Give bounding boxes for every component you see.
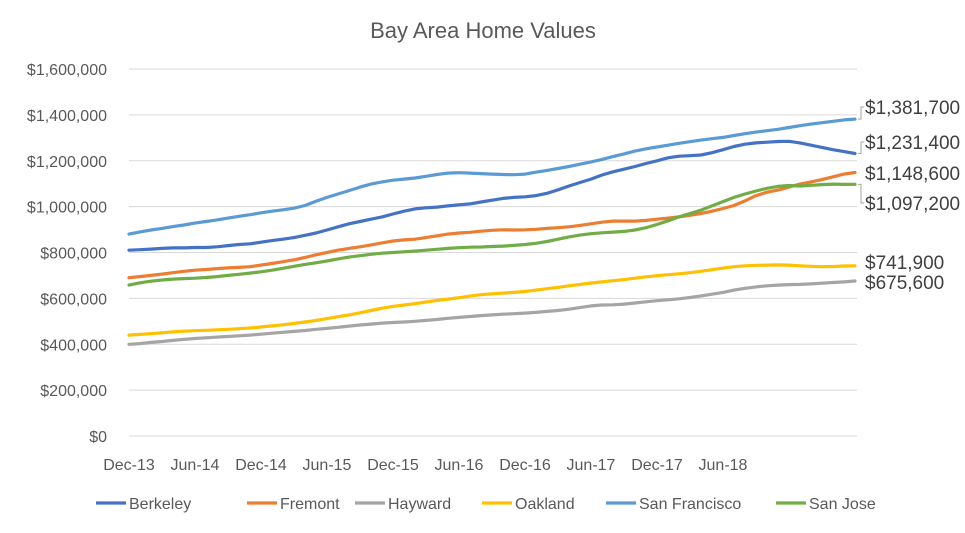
x-tick-label: Dec-16 <box>499 457 551 474</box>
series-line-san-jose <box>127 182 857 287</box>
series-line-berkeley <box>127 139 857 252</box>
end-label-hayward: $675,600 <box>865 273 944 294</box>
end-value-labels: $1,231,400 $1,148,600 $675,600$741,900 $1,3… <box>858 98 960 294</box>
x-tick-label: Jun-18 <box>699 457 748 474</box>
end-label-san-francisco: $1,381,700 <box>865 98 960 119</box>
gridlines <box>129 68 857 437</box>
legend: Berkeley Fremont Hayward Oakland San Francis… <box>96 496 876 513</box>
x-tick-label: Dec-15 <box>367 457 419 474</box>
y-tick-label: $400,000 <box>40 337 107 354</box>
series-line-fremont <box>127 170 857 280</box>
y-tick-label: $1,200,000 <box>27 154 107 171</box>
y-axis-tick-labels: $0 $200,000 $400,000 $600,000 $800,000 $1,000… <box>27 62 107 446</box>
legend-label: Oakland <box>515 496 575 513</box>
y-tick-label: $0 <box>89 429 107 446</box>
x-tick-label: Jun-17 <box>567 457 616 474</box>
end-label-oakland: $741,900 <box>865 253 944 274</box>
y-tick-label: $200,000 <box>40 383 107 400</box>
leader-line <box>858 183 864 204</box>
legend-label: San Jose <box>809 496 876 513</box>
end-label-san-jose: $1,097,200 <box>865 194 960 215</box>
x-tick-label: Dec-14 <box>235 457 287 474</box>
series-line-san-francisco <box>127 117 857 236</box>
y-tick-label: $1,400,000 <box>27 108 107 125</box>
x-tick-label: Dec-13 <box>103 457 155 474</box>
end-label-fremont: $1,148,600 <box>865 164 960 185</box>
legend-label: San Francisco <box>639 496 741 513</box>
y-tick-label: $1,600,000 <box>27 62 107 79</box>
x-tick-label: Jun-15 <box>303 457 352 474</box>
x-tick-label: Dec-17 <box>631 457 683 474</box>
x-tick-label: Jun-14 <box>171 457 220 474</box>
series-line-oakland <box>127 263 857 337</box>
leader-line <box>858 141 864 155</box>
legend-label: Fremont <box>280 496 340 513</box>
leader-line <box>858 106 864 120</box>
series-lines <box>127 117 857 346</box>
y-tick-label: $1,000,000 <box>27 200 107 217</box>
legend-label: Hayward <box>388 496 451 513</box>
x-axis-tick-labels: Dec-13 Jun-14 Dec-14 Jun-15 Dec-15 Jun-16 Dec-… <box>103 457 747 474</box>
chart-title: Bay Area Home Values <box>370 18 596 43</box>
y-tick-label: $800,000 <box>40 246 107 263</box>
end-label-berkeley: $1,231,400 <box>865 133 960 154</box>
x-tick-label: Jun-16 <box>435 457 484 474</box>
series-line-hayward <box>127 279 857 346</box>
y-tick-label: $600,000 <box>40 291 107 308</box>
legend-label: Berkeley <box>129 496 191 513</box>
